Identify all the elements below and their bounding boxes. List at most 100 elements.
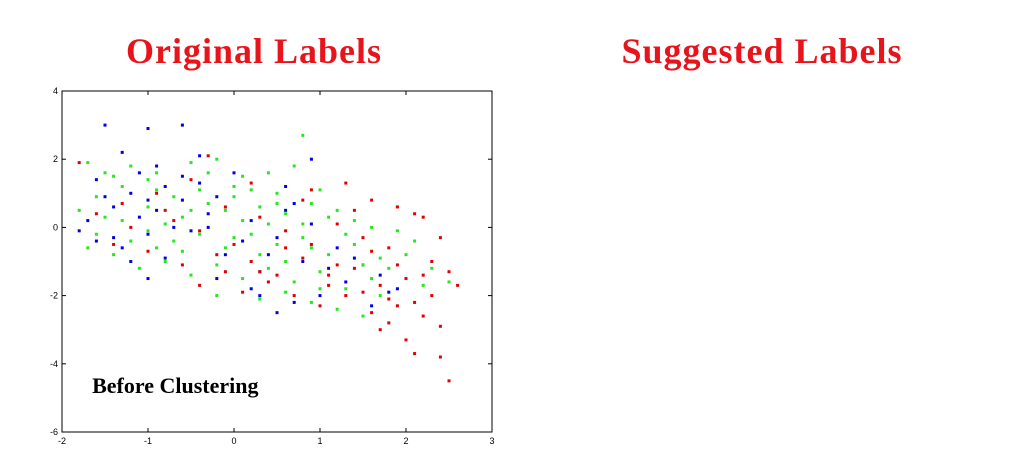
data-point-red — [266, 280, 270, 284]
y-tick-label: 2 — [53, 154, 58, 164]
plot-frame — [61, 90, 493, 433]
data-point-green — [155, 246, 159, 250]
y-tick: 4 — [53, 86, 492, 96]
data-point-green — [137, 266, 141, 270]
data-point-red — [232, 242, 236, 246]
data-point-blue — [258, 294, 262, 298]
data-point-green — [352, 219, 356, 223]
data-point-blue — [86, 219, 90, 223]
data-point-green — [335, 208, 339, 212]
data-point-green — [370, 225, 374, 229]
data-point-blue — [163, 184, 167, 188]
data-point-green — [112, 253, 116, 257]
data-point-red — [155, 191, 159, 195]
data-point-green — [275, 202, 279, 206]
data-point-red — [129, 225, 133, 229]
data-point-blue — [395, 287, 399, 291]
data-point-green — [206, 202, 210, 206]
data-point-green — [430, 266, 434, 270]
data-point-red — [352, 208, 356, 212]
data-point-blue — [137, 171, 141, 175]
data-point-red — [112, 242, 116, 246]
data-point-green — [284, 212, 288, 216]
data-point-red — [327, 283, 331, 287]
data-point-green — [77, 208, 81, 212]
data-point-green — [249, 232, 253, 236]
data-point-blue — [189, 229, 193, 233]
y-tick-label: 4 — [53, 86, 58, 96]
data-point-green — [275, 191, 279, 195]
data-point-blue — [77, 229, 81, 233]
data-point-red — [421, 314, 425, 318]
data-point-red — [344, 181, 348, 185]
data-point-green — [120, 184, 124, 188]
data-point-blue — [241, 239, 245, 243]
data-point-green — [292, 280, 296, 284]
annotation-text: Before Clustering — [92, 373, 258, 398]
data-point-red — [249, 181, 253, 185]
data-point-green — [327, 253, 331, 257]
data-point-blue — [198, 181, 202, 185]
data-point-blue — [129, 260, 133, 263]
data-point-red — [413, 352, 417, 356]
data-point-red — [421, 215, 425, 219]
data-point-red — [352, 266, 356, 270]
data-point-red — [387, 297, 391, 301]
data-point-blue — [232, 171, 236, 175]
data-point-blue — [146, 232, 150, 236]
data-point-blue — [249, 219, 253, 223]
data-point-red — [284, 229, 288, 233]
data-point-blue — [180, 123, 184, 127]
data-point-green — [258, 253, 262, 257]
data-point-blue — [163, 256, 167, 260]
data-point-red — [438, 355, 442, 359]
data-point-green — [318, 287, 322, 291]
chart-title: Original Labels — [125, 31, 383, 71]
data-point-blue — [318, 294, 322, 298]
data-point-red — [77, 161, 81, 165]
data-point-blue — [103, 195, 107, 199]
data-point-red — [413, 300, 417, 304]
data-point-red — [198, 283, 202, 287]
data-point-green — [163, 222, 167, 226]
data-point-red — [284, 246, 288, 250]
data-point-green — [258, 297, 262, 301]
data-point-green — [129, 239, 133, 243]
data-point-blue — [112, 236, 116, 240]
data-point-blue — [172, 225, 176, 229]
data-point-red — [430, 294, 434, 298]
x-tick-label: -1 — [144, 436, 152, 446]
data-point-red — [146, 249, 150, 253]
data-point-green — [249, 188, 253, 192]
data-point-red — [198, 229, 202, 233]
data-point-blue — [146, 127, 150, 131]
data-point-green — [232, 195, 236, 199]
data-point-green — [301, 222, 305, 226]
data-point-green — [215, 157, 219, 161]
data-point-green — [172, 195, 176, 199]
data-point-green — [215, 294, 219, 298]
data-point-green — [232, 236, 236, 240]
data-point-green — [309, 202, 313, 206]
x-tick: -1 — [144, 91, 152, 446]
data-point-blue — [370, 304, 374, 308]
data-point-green — [378, 294, 382, 298]
data-point-green — [94, 195, 98, 199]
data-point-red — [335, 263, 339, 267]
data-point-blue — [94, 239, 98, 243]
data-point-red — [335, 222, 339, 226]
data-point-blue — [146, 277, 150, 281]
data-point-green — [215, 263, 219, 267]
data-point-green — [146, 205, 150, 209]
data-point-green — [266, 266, 270, 270]
data-point-red — [223, 270, 227, 274]
data-point-blue — [387, 290, 391, 294]
data-point-red — [292, 294, 296, 298]
data-point-green — [198, 188, 202, 192]
data-point-green — [155, 188, 159, 192]
chart-panel-suggested: Suggested Labels -2-10123-6-4-2024After … — [508, 0, 1016, 472]
data-point-green — [395, 229, 399, 233]
data-point-green — [344, 232, 348, 236]
data-point-green — [447, 280, 451, 284]
